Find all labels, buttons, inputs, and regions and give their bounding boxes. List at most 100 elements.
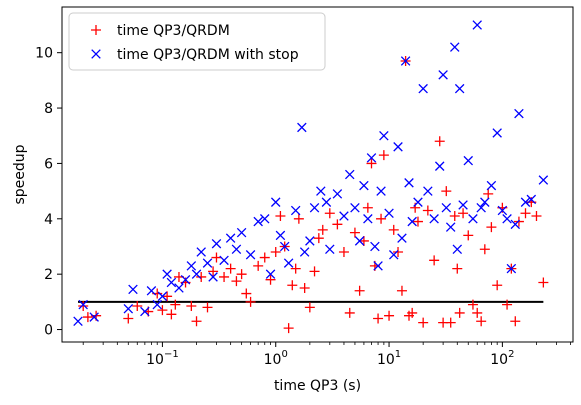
data-point-plus [275, 211, 286, 222]
data-point-x [219, 255, 229, 266]
data-point-x [196, 247, 206, 257]
data-point-x [370, 241, 380, 252]
data-point-x [339, 211, 349, 221]
data-point-x [441, 202, 452, 213]
data-point-plus [219, 271, 230, 282]
data-point-plus [373, 313, 384, 324]
data-point-plus [236, 269, 247, 280]
data-point-x [404, 178, 414, 188]
data-point-x [526, 194, 537, 205]
y-tick-label: 10 [35, 46, 53, 62]
data-point-plus [290, 263, 301, 274]
data-point-plus [162, 291, 173, 302]
data-point-plus [208, 266, 219, 277]
data-point-plus [384, 310, 395, 321]
data-point-plus [393, 247, 404, 258]
data-point-x [299, 247, 310, 257]
data-point-x [270, 197, 281, 207]
data-point-plus [283, 323, 294, 334]
data-point-plus [299, 283, 310, 294]
data-point-x [388, 250, 399, 260]
y-tick-label: 8 [44, 101, 53, 117]
legend-marker-plus [91, 25, 101, 35]
data-point-x [379, 130, 389, 141]
data-point-plus [332, 219, 343, 230]
data-point-x [400, 56, 411, 66]
data-point-plus [407, 307, 418, 318]
data-point-x [186, 261, 197, 271]
data-point-plus [123, 313, 134, 324]
x-tick-label: 100 [264, 349, 288, 368]
data-point-x [146, 286, 157, 296]
data-point-plus [520, 208, 531, 219]
data-point-x [376, 186, 386, 196]
data-point-x [259, 214, 270, 224]
data-point-plus [467, 299, 478, 310]
data-point-x [89, 312, 99, 322]
data-point-x [366, 153, 377, 163]
y-tick-label: 0 [44, 323, 53, 339]
data-point-x [413, 197, 423, 207]
data-point-x [275, 230, 286, 241]
data-point-plus [452, 263, 463, 274]
data-point-x [438, 70, 448, 80]
data-point-x [202, 258, 213, 268]
x-axis-title: time QP3 (s) [274, 378, 361, 394]
data-point-x [231, 244, 242, 255]
y-tick-label: 2 [44, 267, 53, 283]
data-point-plus [429, 255, 440, 266]
data-point-plus [538, 277, 549, 288]
data-point-x [283, 258, 294, 268]
data-point-x [486, 180, 497, 191]
data-point-plus [211, 252, 222, 263]
data-point-x [506, 263, 517, 274]
data-point-x [321, 197, 332, 207]
data-point-x [449, 42, 460, 52]
data-point-x [502, 214, 512, 224]
data-point-x [290, 205, 301, 216]
data-point-x [463, 155, 474, 166]
data-point-x [472, 20, 482, 30]
data-point-x [497, 205, 508, 216]
data-point-x [373, 261, 383, 271]
data-point-plus [82, 312, 93, 323]
data-point-x [211, 238, 222, 249]
data-point-x [393, 142, 403, 152]
data-point-plus [324, 208, 335, 219]
data-point-x [452, 244, 463, 255]
data-point-x [208, 272, 218, 282]
data-point-x [445, 222, 456, 232]
data-point-x [423, 186, 433, 196]
data-point-plus [479, 244, 490, 255]
data-point-x [350, 202, 360, 213]
data-point-x [309, 202, 320, 213]
data-point-x [245, 250, 256, 260]
data-point-x [305, 236, 315, 246]
data-point-x [492, 128, 502, 138]
data-point-plus [366, 158, 377, 169]
data-point-plus [259, 252, 270, 263]
data-point-x [480, 197, 490, 207]
legend: time QP3/QRDM time QP3/QRDM with stop [68, 12, 326, 71]
data-point-plus [510, 316, 521, 327]
data-point-plus [245, 296, 256, 307]
data-point-x [157, 291, 168, 302]
data-point-x [166, 277, 177, 288]
data-point-plus [309, 266, 320, 277]
data-point-x [78, 299, 88, 310]
data-point-x [279, 241, 290, 252]
data-point-plus [502, 299, 513, 310]
data-point-plus [253, 260, 264, 271]
data-point-plus [241, 288, 252, 299]
data-point-plus [472, 307, 483, 318]
x-tick-label: 102 [490, 349, 514, 368]
legend-box [68, 12, 326, 71]
data-point-x [344, 169, 355, 180]
data-point-x [429, 214, 439, 224]
data-point-x [297, 122, 307, 133]
data-point-plus [293, 213, 304, 224]
data-point-plus [157, 305, 168, 316]
data-point-plus [422, 205, 433, 216]
data-point-plus [265, 274, 276, 285]
data-point-x [418, 83, 428, 94]
